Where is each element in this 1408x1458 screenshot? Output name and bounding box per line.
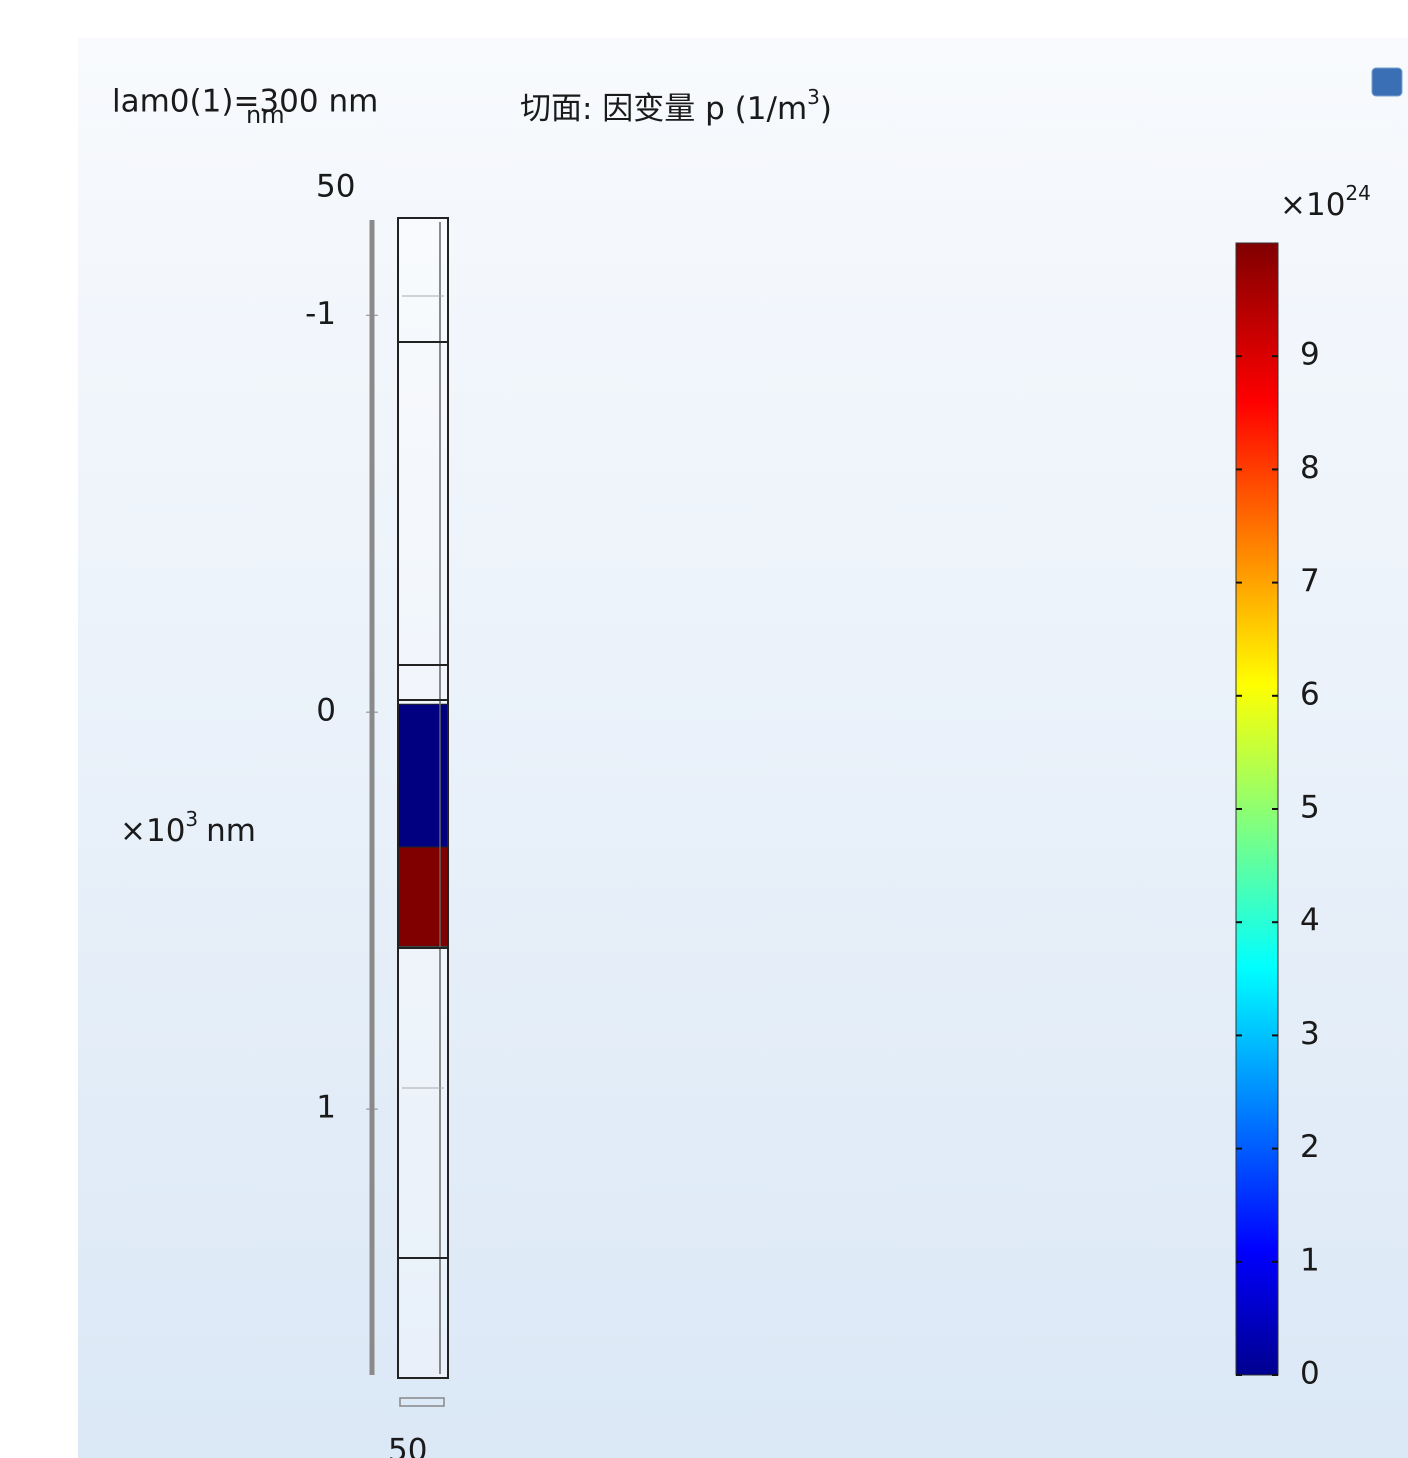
- z-axis-unit: ×103 nm: [120, 807, 256, 849]
- colorbar-unit: ×1024: [1280, 181, 1371, 223]
- colorbar-tick-label: 8: [1300, 450, 1320, 486]
- rod-outline: [397, 217, 449, 1379]
- colorbar-tick-label: 3: [1300, 1016, 1320, 1052]
- z-tick-label: -1: [305, 296, 336, 332]
- plot-background: [78, 38, 1408, 1458]
- plot-title: 切面: 因变量 p (1/m3): [520, 85, 832, 127]
- colorbar-tick-label: 9: [1300, 337, 1320, 373]
- z-tick-label: 1: [316, 1090, 336, 1126]
- colorbar-tick-label: 4: [1300, 903, 1320, 939]
- colorbar-tick-label: 2: [1300, 1129, 1320, 1165]
- top-axis-label: 50: [316, 169, 355, 205]
- colorbar-tick-label: 7: [1300, 563, 1320, 599]
- colorbar-tick-label: 1: [1300, 1242, 1320, 1278]
- colorbar: [1235, 242, 1279, 1376]
- colorbar-tick-label: 5: [1300, 790, 1320, 826]
- colorbar-tick-label: 0: [1300, 1356, 1320, 1392]
- rod-base: [399, 1397, 445, 1407]
- colorbar-tick-label: 6: [1300, 676, 1320, 712]
- z-tick-label: 0: [316, 693, 336, 729]
- toolbar-icon[interactable]: [1371, 67, 1403, 97]
- overlap-unit: nm: [246, 101, 285, 129]
- geometry-edges: [397, 217, 449, 1407]
- parameter-label: lam0(1)=300 nm: [112, 84, 378, 120]
- bottom-axis-label: 50: [388, 1433, 427, 1458]
